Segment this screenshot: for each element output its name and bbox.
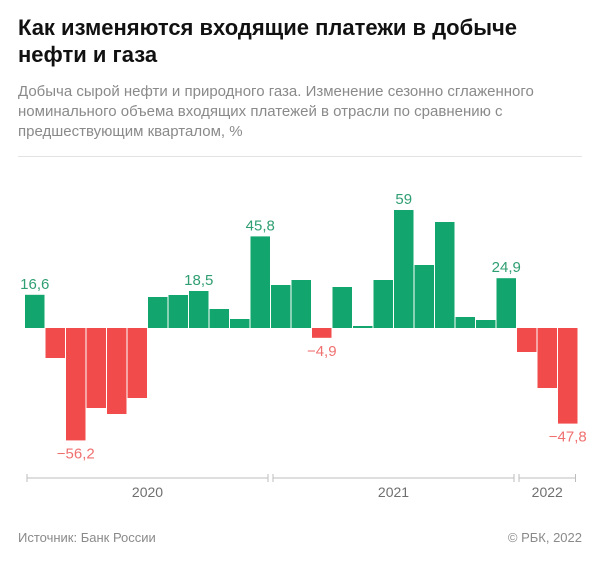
- source-note: Источник: Банк России: [18, 530, 156, 545]
- bar-8: [168, 295, 188, 328]
- chart-subtitle: Добыча сырой нефти и природного газа. Из…: [18, 83, 534, 140]
- bar-9: [189, 291, 209, 328]
- bar-13: [271, 285, 291, 328]
- bar-18: [373, 280, 393, 328]
- data-label-3: 18,5: [184, 272, 213, 289]
- bar-12: [250, 236, 270, 328]
- data-label-6: 59: [395, 191, 412, 208]
- year-axis-group: 2020 2021 2022: [26, 474, 576, 500]
- bar-7: [148, 297, 168, 328]
- bar-24: [496, 278, 516, 328]
- bar-27: [558, 328, 578, 424]
- header-divider: [18, 156, 582, 157]
- bar-2: [45, 328, 65, 358]
- data-label-5: −4,9: [307, 343, 337, 360]
- chart-title: Как изменяются входящие платежи в добыче…: [18, 15, 517, 67]
- data-label-8: −47,8: [549, 429, 587, 446]
- bar-5: [107, 328, 127, 414]
- bar-15: [312, 328, 332, 338]
- year-label-2021: 2021: [378, 484, 409, 500]
- bar-19: [394, 210, 414, 328]
- bar-26: [537, 328, 557, 388]
- bar-23: [476, 320, 496, 328]
- bar-14: [291, 280, 311, 328]
- bar-3: [66, 328, 86, 441]
- bar-20: [414, 265, 434, 328]
- bar-11: [230, 319, 250, 328]
- copyright-note: © РБК, 2022: [507, 530, 582, 545]
- bar-17: [353, 326, 373, 328]
- bar-25: [517, 328, 537, 352]
- bar-1: [25, 294, 45, 328]
- bar-4: [86, 328, 106, 408]
- bar-22: [455, 317, 475, 328]
- data-label-7: 24,9: [492, 259, 521, 276]
- data-labels-group: 16,6 −56,2 18,5 45,8 −4,9 59 24,9 −47,8: [20, 191, 587, 462]
- data-label-1: 16,6: [20, 276, 49, 293]
- year-label-2022: 2022: [532, 484, 563, 500]
- bars-group: [25, 210, 578, 441]
- year-label-2020: 2020: [132, 484, 163, 500]
- bar-21: [435, 222, 455, 328]
- data-label-2: −56,2: [57, 445, 95, 462]
- bar-6: [127, 328, 147, 398]
- bar-16: [332, 287, 352, 328]
- bar-10: [209, 309, 229, 328]
- data-label-4: 45,8: [246, 217, 275, 234]
